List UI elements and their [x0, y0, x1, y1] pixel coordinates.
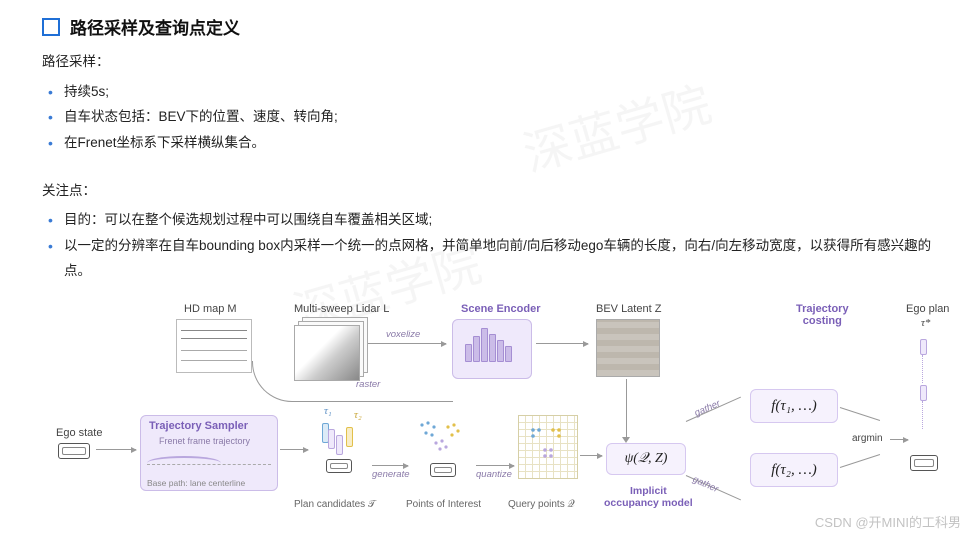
arrow-f1-argmin: [840, 407, 880, 421]
arrow-lidar-scene: [368, 343, 446, 344]
label-bev-latent: BEV Latent Z: [596, 303, 661, 315]
title-row: 路径采样及查询点定义: [42, 14, 947, 39]
label-gather-1: gather: [693, 398, 722, 419]
section2-label: 关注点：: [42, 178, 947, 204]
arrow-f2-argmin: [840, 454, 880, 468]
section1-label: 路径采样：: [42, 49, 947, 75]
points-of-interest: [412, 413, 474, 481]
pipeline-diagram: HD map M Multi-sweep Lidar L Scene Encod…: [56, 303, 965, 533]
bullet-1-3: 在Frenet坐标系下采样横纵集合。: [42, 130, 947, 156]
ego-plan-traj: [910, 339, 938, 473]
label-lidar: Multi-sweep Lidar L: [294, 303, 389, 315]
label-frenet: Frenet frame trajectory: [159, 436, 250, 446]
arrow-raster: [252, 361, 453, 402]
arrow-ego-traj: [96, 449, 136, 450]
arrow-q-psi: [580, 455, 602, 456]
bullets-1: 持续5s; 自车状态包括：BEV下的位置、速度、转向角; 在Frenet坐标系下…: [42, 79, 947, 156]
scene-encoder-box: [452, 319, 532, 379]
label-ego-state: Ego state: [56, 427, 102, 439]
label-gather-2: gather: [691, 474, 720, 495]
label-plan-candidates: Plan candidates 𝒯: [294, 499, 376, 510]
bullet-square-icon: [42, 18, 60, 36]
label-basepath: Base path: lane centerline: [147, 478, 245, 488]
label-argmin: argmin: [852, 433, 883, 444]
ego-car-icon: [58, 443, 90, 459]
bullet-2-2: 以一定的分辨率在自车bounding box内采样一个统一的点网格，并简单地向前…: [42, 233, 947, 284]
label-ego-plan: Ego plan: [906, 303, 949, 315]
watermark-csdn: CSDN @开MINI的工科男: [815, 512, 961, 531]
slide-title: 路径采样及查询点定义: [70, 14, 240, 39]
bullet-1-2: 自车状态包括：BEV下的位置、速度、转向角;: [42, 104, 947, 130]
arrow-argmin-out: [890, 439, 908, 440]
bullet-2-1: 目的：可以在整个候选规划过程中可以围绕自车覆盖相关区域;: [42, 207, 947, 233]
label-poi: Points of Interest: [406, 499, 481, 510]
hdmap-box: [176, 319, 252, 373]
label-tau-star: τ*: [921, 317, 930, 329]
label-implicit: Implicit occupancy model: [604, 485, 693, 509]
f-tau2-box: f(τ₂, …): [750, 453, 838, 487]
label-voxelize: voxelize: [386, 329, 420, 340]
label-raster: raster: [356, 379, 380, 390]
label-hdmap: HD map M: [184, 303, 237, 315]
label-traj-sampler: Trajectory Sampler: [149, 420, 248, 432]
label-tau1: τ₁: [324, 405, 332, 417]
arrow-trajs-cand: [280, 449, 308, 450]
bev-latent-box: [596, 319, 660, 377]
arrow-bev-down: [626, 379, 627, 439]
arrow-generate: [372, 465, 408, 466]
trajectory-sampler-box: Trajectory Sampler Frenet frame trajecto…: [140, 415, 278, 491]
label-generate: generate: [372, 469, 410, 480]
label-quantize: quantize: [476, 469, 512, 480]
f-tau1-box: f(τ₁, …): [750, 389, 838, 423]
label-query-points: Query points 𝒬: [508, 499, 575, 510]
label-scene-encoder: Scene Encoder: [461, 303, 540, 315]
query-points-grid: [518, 415, 578, 479]
bullets-2: 目的：可以在整个候选规划过程中可以围绕自车覆盖相关区域; 以一定的分辨率在自车b…: [42, 207, 947, 284]
plan-candidates: [314, 419, 370, 477]
arrow-scene-bev: [536, 343, 588, 344]
slide-root: 路径采样及查询点定义 路径采样： 持续5s; 自车状态包括：BEV下的位置、速度…: [0, 0, 975, 537]
label-traj-costing: Trajectory costing: [796, 303, 849, 327]
arrow-quantize: [476, 465, 514, 466]
implicit-occ-box: ψ(𝒬, Z): [606, 443, 686, 475]
bullet-1-1: 持续5s;: [42, 79, 947, 105]
